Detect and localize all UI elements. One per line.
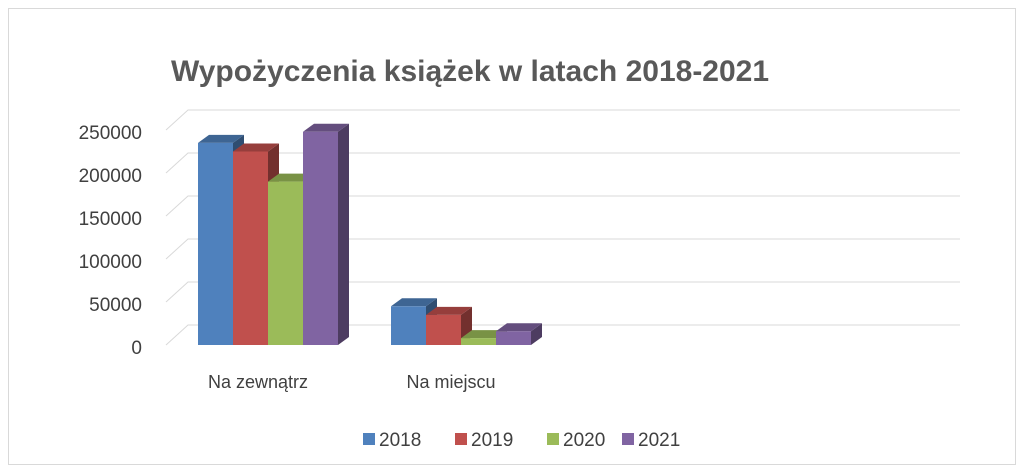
legend-swatch	[455, 433, 467, 445]
bar-front	[198, 142, 233, 345]
x-tick-label: Na miejscu	[406, 372, 495, 392]
y-tick-label: 100000	[79, 252, 142, 273]
bar-top	[496, 323, 542, 332]
grid-line	[165, 195, 960, 217]
bar-front	[233, 151, 268, 345]
legend-swatch	[363, 433, 375, 445]
y-tick-label: 150000	[79, 209, 142, 230]
x-tick-label: Na zewnątrz	[208, 372, 308, 392]
legend-label: 2018	[379, 430, 421, 451]
bar-front	[391, 306, 426, 345]
bar-front	[496, 331, 531, 345]
bar-front	[426, 314, 461, 345]
y-tick-label: 200000	[79, 166, 142, 187]
legend-swatch	[547, 433, 559, 445]
bar-front	[461, 338, 496, 345]
bar	[303, 123, 349, 345]
legend-swatch	[622, 433, 634, 445]
bar-side	[338, 123, 349, 345]
bar-top	[233, 143, 279, 152]
bar-top	[391, 298, 437, 307]
bar-top	[268, 173, 314, 182]
y-tick-label: 250000	[79, 123, 142, 144]
bar-top	[303, 123, 349, 132]
bar-front	[303, 131, 338, 345]
chart-border	[8, 8, 1016, 465]
legend-label: 2019	[471, 430, 513, 451]
bar-front	[268, 181, 303, 345]
bar-top	[461, 330, 507, 339]
grid-line	[165, 109, 960, 131]
legend-label: 2020	[563, 430, 605, 451]
bar-top	[198, 134, 244, 143]
bar-top	[426, 306, 472, 315]
bar-side	[531, 323, 542, 345]
bar	[496, 323, 542, 345]
y-tick-label: 0	[131, 338, 142, 359]
grid-line	[165, 238, 960, 260]
chart-title: Wypożyczenia książek w latach 2018-2021	[171, 55, 769, 88]
y-tick-label: 50000	[89, 295, 142, 316]
grid-line	[165, 152, 960, 174]
grid-line	[165, 324, 960, 346]
grid-line	[165, 281, 960, 303]
legend-label: 2021	[638, 430, 680, 451]
